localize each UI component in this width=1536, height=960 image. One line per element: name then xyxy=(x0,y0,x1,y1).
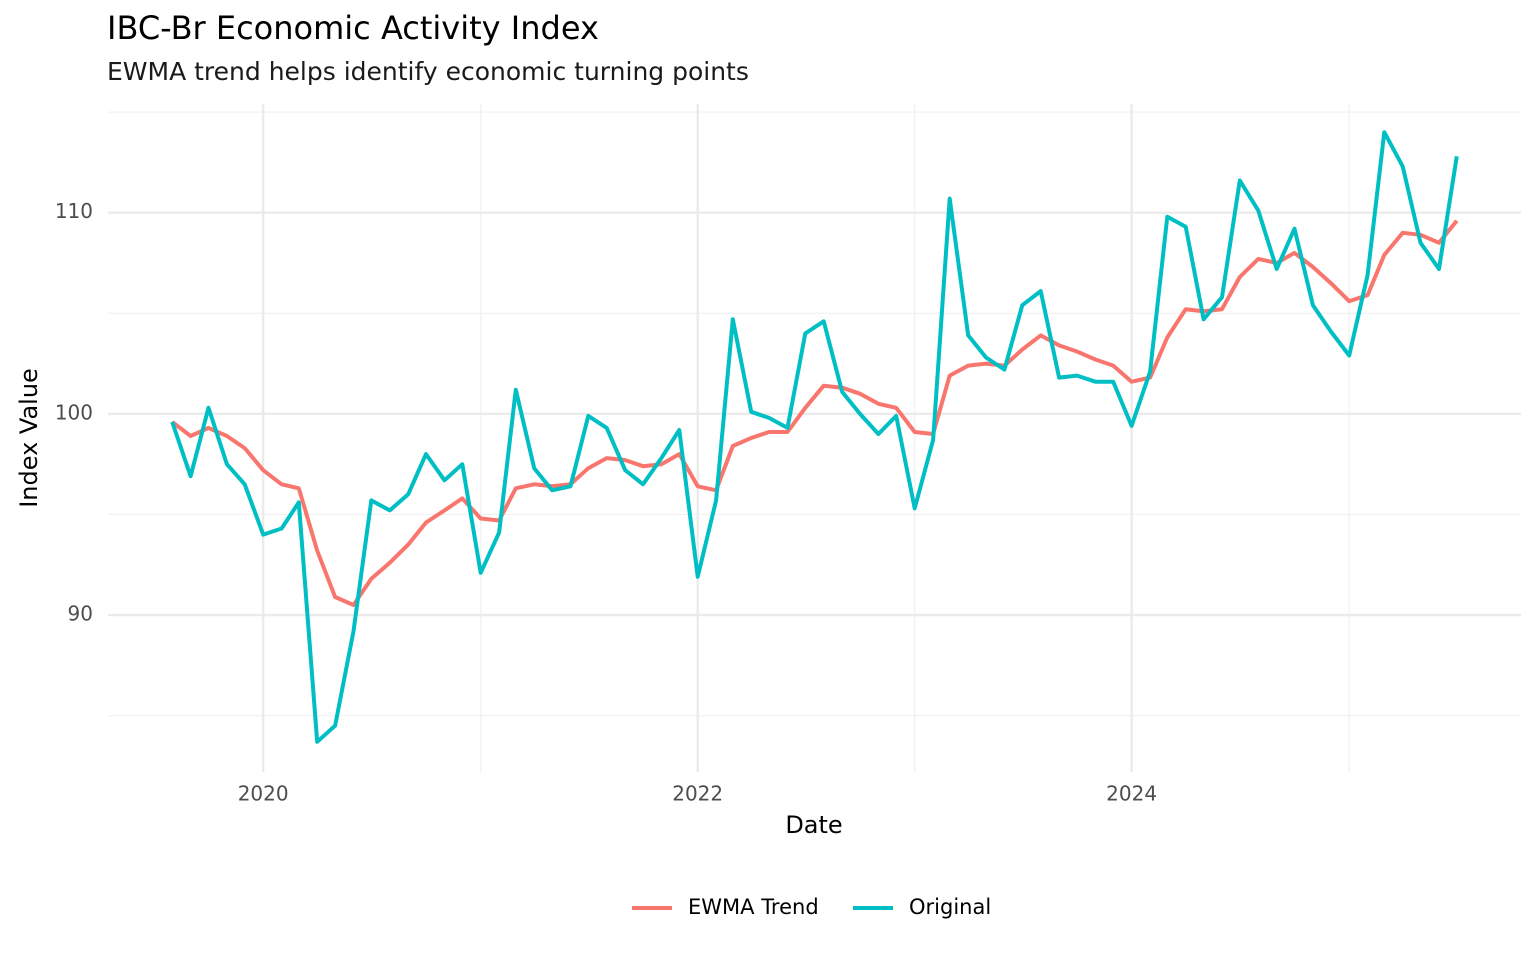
x-tick-label: 2024 xyxy=(1106,782,1157,806)
series-line xyxy=(170,219,1459,607)
y-tick-label: 110 xyxy=(55,199,93,223)
legend-label: EWMA Trend xyxy=(688,895,819,919)
y-axis-title: Index Value xyxy=(15,368,43,508)
y-tick-label: 100 xyxy=(55,400,93,424)
legend-label: Original xyxy=(909,895,991,919)
y-tick-label: 90 xyxy=(68,602,93,626)
x-tick-label: 2020 xyxy=(238,782,289,806)
series-line xyxy=(170,130,1459,744)
chart-title: IBC-Br Economic Activity Index xyxy=(107,9,599,47)
x-axis-title: Date xyxy=(785,811,842,839)
x-tick-label: 2022 xyxy=(672,782,723,806)
chart-subtitle: EWMA trend helps identify economic turni… xyxy=(107,57,749,86)
